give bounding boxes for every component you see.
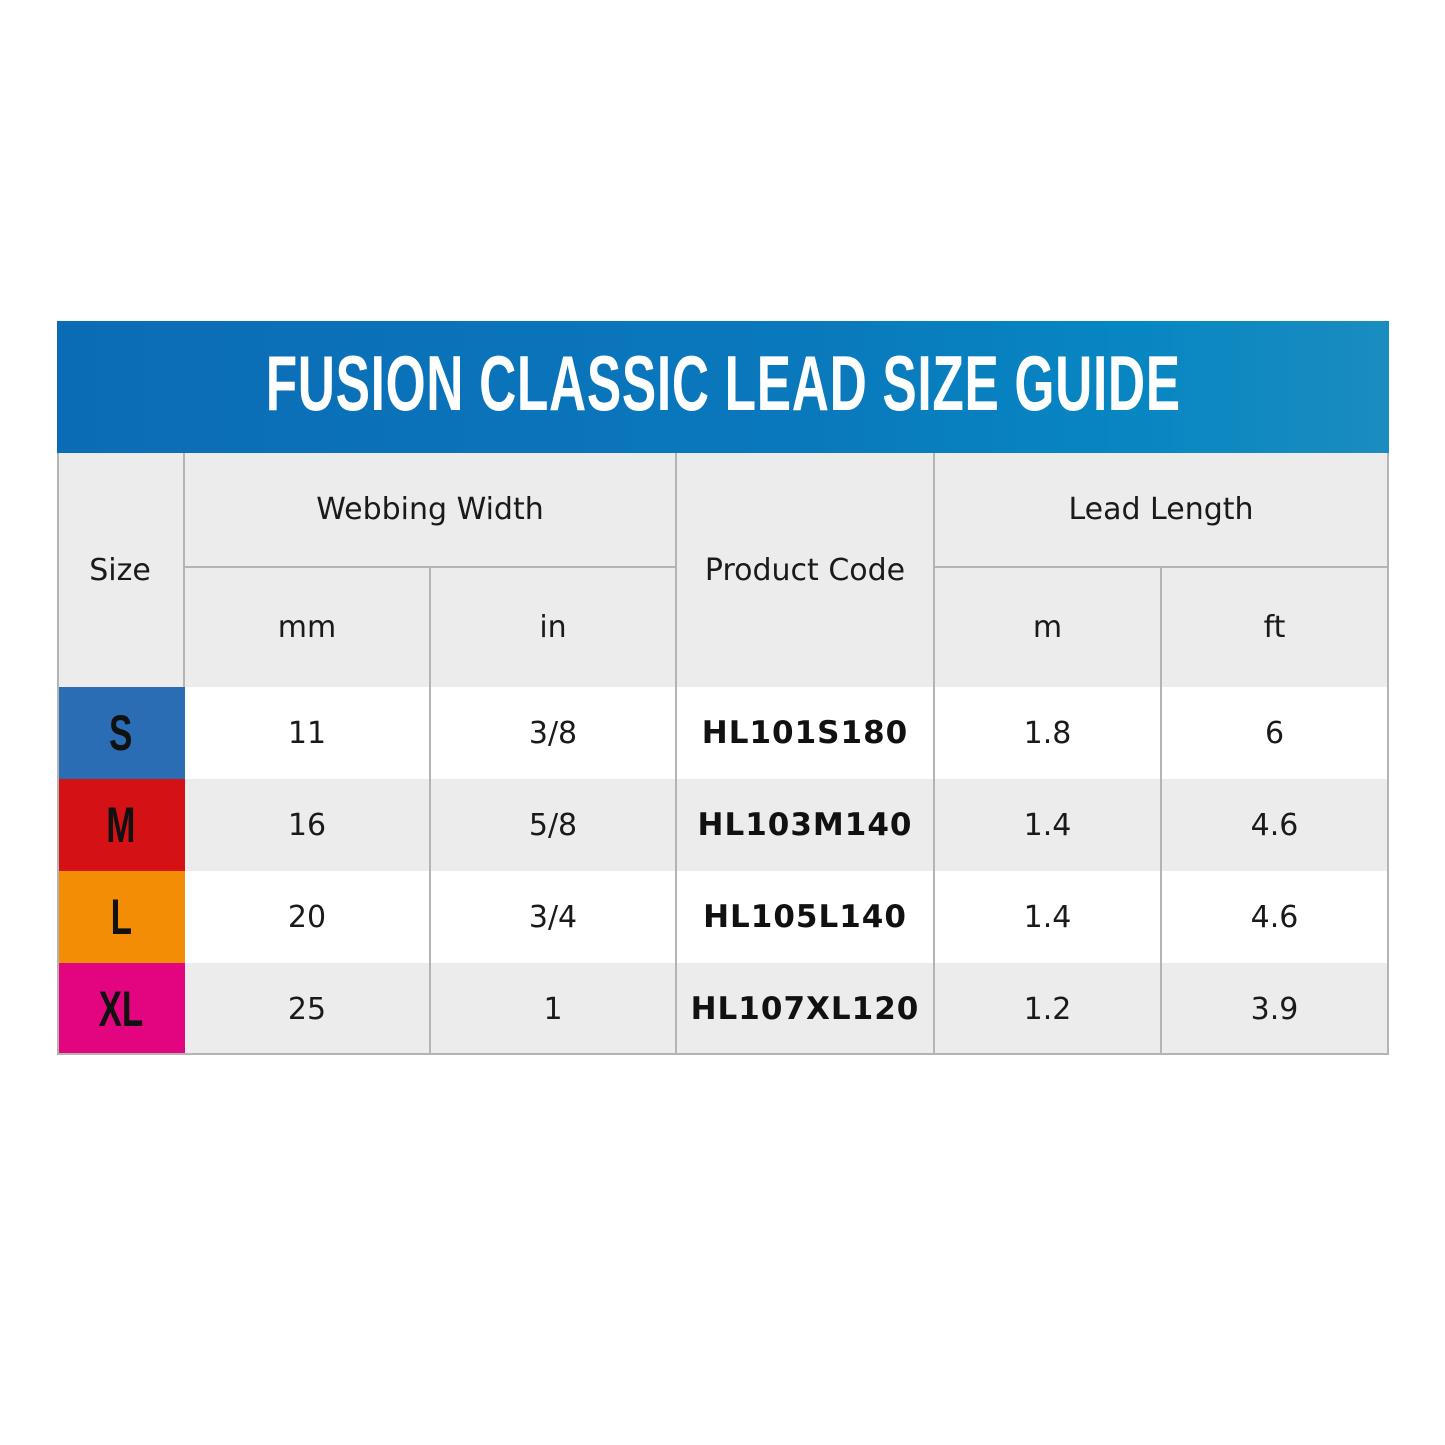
header-product-code: Product Code	[677, 453, 935, 687]
cell-ft-value: 4.6	[1250, 899, 1299, 935]
cell-ft-value: 4.6	[1250, 807, 1299, 843]
header-size-label: Size	[89, 552, 151, 588]
cell-m: 1.2	[935, 963, 1162, 1055]
header-in: in	[431, 568, 677, 687]
cell-code-value: HL107XL120	[690, 991, 920, 1027]
cell-ft: 6	[1162, 687, 1389, 779]
cell-ft-value: 3.9	[1250, 991, 1299, 1027]
cell-code: HL105L140	[677, 871, 935, 963]
cell-mm: 20	[185, 871, 431, 963]
cell-m: 1.4	[935, 779, 1162, 871]
cell-code-value: HL103M140	[697, 807, 913, 843]
cell-m-value: 1.4	[1023, 899, 1072, 935]
cell-size-value: S	[109, 705, 133, 761]
cell-mm-value: 20	[287, 899, 327, 935]
cell-in: 1	[431, 963, 677, 1055]
cell-size-value: XL	[98, 981, 144, 1037]
header-lead-length: Lead Length	[935, 453, 1389, 568]
header-mm-label: mm	[277, 610, 337, 645]
cell-size-value: L	[110, 889, 132, 945]
header-product-code-label: Product Code	[704, 552, 906, 588]
cell-ft-value: 6	[1264, 715, 1285, 751]
cell-m-value: 1.8	[1023, 715, 1072, 751]
header-webbing-width-label: Webbing Width	[316, 492, 544, 527]
cell-ft: 4.6	[1162, 871, 1389, 963]
cell-in-value: 3/4	[528, 899, 578, 935]
cell-mm-value: 25	[287, 991, 327, 1027]
header-ft: ft	[1162, 568, 1389, 687]
cell-in-value: 1	[543, 991, 563, 1027]
cell-size-value: M	[106, 797, 136, 853]
cell-in-value: 3/8	[528, 715, 578, 751]
header-size: Size	[57, 453, 185, 687]
cell-in: 5/8	[431, 779, 677, 871]
cell-size: S	[57, 687, 185, 779]
cell-code-value: HL101S180	[701, 715, 909, 751]
cell-code: HL107XL120	[677, 963, 935, 1055]
cell-code: HL101S180	[677, 687, 935, 779]
header-in-label: in	[539, 610, 567, 645]
header-lead-length-label: Lead Length	[1068, 492, 1254, 527]
cell-m-value: 1.4	[1023, 807, 1072, 843]
header-webbing-width: Webbing Width	[185, 453, 677, 568]
cell-size: L	[57, 871, 185, 963]
cell-m: 1.8	[935, 687, 1162, 779]
header-ft-label: ft	[1263, 610, 1286, 645]
cell-code-value: HL105L140	[703, 899, 907, 935]
header-mm: mm	[185, 568, 431, 687]
cell-m: 1.4	[935, 871, 1162, 963]
header-m: m	[935, 568, 1162, 687]
cell-ft: 3.9	[1162, 963, 1389, 1055]
cell-in: 3/8	[431, 687, 677, 779]
cell-mm: 16	[185, 779, 431, 871]
header-m-label: m	[1032, 610, 1063, 645]
cell-in: 3/4	[431, 871, 677, 963]
cell-in-value: 5/8	[528, 807, 578, 843]
cell-mm: 25	[185, 963, 431, 1055]
cell-mm-value: 11	[287, 715, 327, 751]
cell-size: M	[57, 779, 185, 871]
cell-size: XL	[57, 963, 185, 1055]
cell-mm-value: 16	[287, 807, 327, 843]
cell-ft: 4.6	[1162, 779, 1389, 871]
cell-mm: 11	[185, 687, 431, 779]
page-title: FUSION CLASSIC LEAD SIZE GUIDE	[265, 338, 1181, 427]
cell-m-value: 1.2	[1023, 991, 1072, 1027]
title-banner: FUSION CLASSIC LEAD SIZE GUIDE	[57, 321, 1389, 453]
cell-code: HL103M140	[677, 779, 935, 871]
